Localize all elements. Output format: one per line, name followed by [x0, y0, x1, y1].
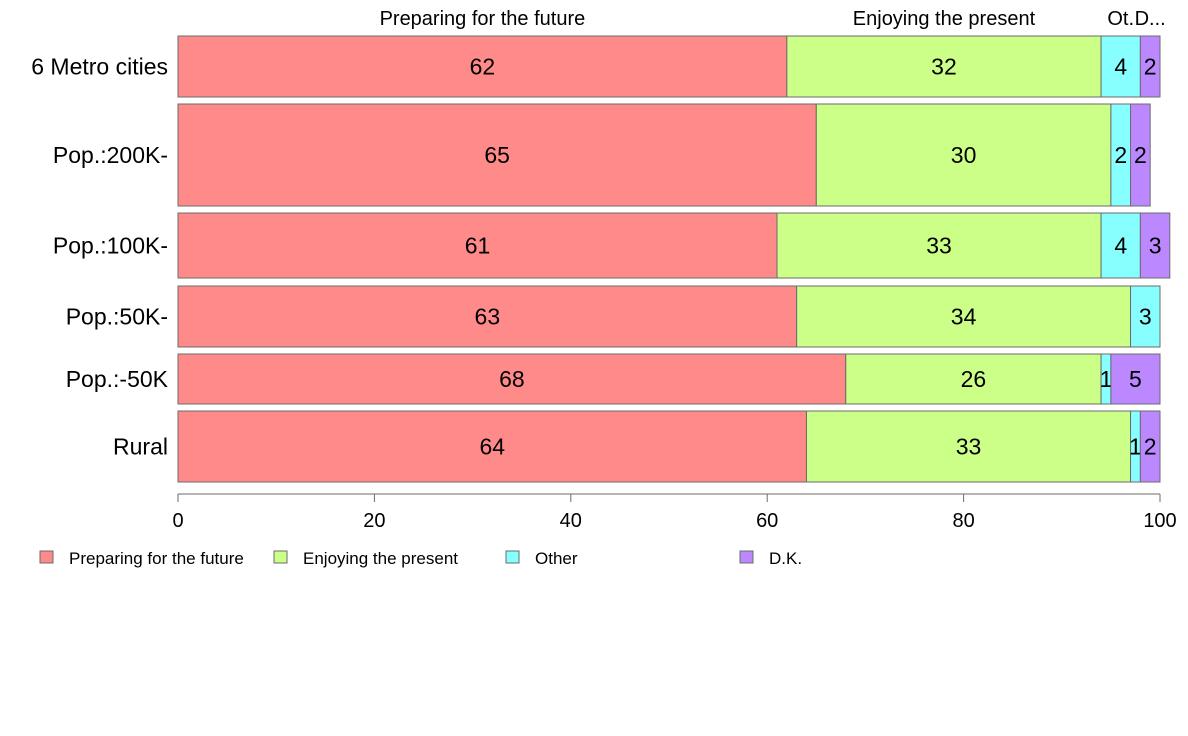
bar-segment [1100, 35, 1141, 98]
data-label: 32 [931, 54, 957, 80]
data-label: 26 [961, 366, 987, 392]
row-label: Pop.:200K- [53, 142, 168, 168]
bar-segment [776, 212, 1102, 279]
bar-segment [805, 410, 1132, 483]
bar-segment [1139, 212, 1171, 279]
bar-segment [796, 285, 1132, 348]
data-label: 2 [1134, 142, 1147, 168]
legend-label: D.K. [769, 549, 802, 568]
x-tick-label: 0 [172, 510, 183, 532]
data-label: 34 [951, 304, 977, 330]
x-tick-label: 60 [756, 510, 778, 532]
bar-segment [1139, 410, 1161, 483]
bar-segment [177, 285, 798, 348]
data-label: 2 [1144, 434, 1157, 460]
bar-segment [1139, 35, 1161, 98]
bars: 62 32 4 265 30 2 261 33 4 363 34 368 26 1 564 33 1 2 [177, 35, 1171, 483]
x-tick-label: 80 [952, 510, 974, 532]
bar-segment [177, 353, 847, 405]
data-label: 65 [484, 142, 510, 168]
row-label: Pop.:100K- [53, 233, 168, 259]
column-label: Enjoying the present [853, 8, 1036, 30]
bar-segment [177, 212, 778, 279]
data-label: 63 [475, 304, 501, 330]
data-label: 62 [470, 54, 496, 80]
bar-segment [1110, 353, 1161, 405]
data-label: 61 [465, 233, 491, 259]
bar-segment [1130, 285, 1161, 348]
legend-label: Enjoying the present [303, 549, 458, 568]
data-label: 2 [1144, 54, 1157, 80]
bar-segment [815, 103, 1112, 207]
bar-segment [177, 35, 788, 98]
x-tick-label: 20 [363, 510, 385, 532]
column-label: Preparing for the future [380, 8, 586, 30]
data-label: 3 [1149, 233, 1162, 259]
column-labels: Preparing for the future Enjoying the pre… [380, 8, 1166, 30]
bar-segment [1130, 103, 1151, 207]
column-label: Ot. [1107, 8, 1134, 30]
row-label: Pop.:-50K [66, 366, 169, 392]
x-tick-label: 40 [560, 510, 582, 532]
legend-swatch [505, 550, 520, 564]
data-label: 1 [1100, 366, 1113, 392]
data-label: 3 [1139, 304, 1152, 330]
legend: Preparing for the future Enjoying the pre… [39, 549, 802, 568]
bar-segment [177, 410, 807, 483]
bar-segment [1100, 212, 1141, 279]
legend-label: Other [535, 549, 578, 568]
bar-segment [177, 103, 817, 207]
x-axis: 0 20 40 60 80 100 [172, 493, 1177, 532]
x-tick-label: 100 [1143, 510, 1176, 532]
data-label: 4 [1114, 233, 1127, 259]
legend-label: Preparing for the future [69, 549, 244, 568]
legend-swatch [739, 550, 754, 564]
row-labels: 6 Metro cities Pop.:200K- Pop.:100K- Pop.:5… [31, 54, 168, 460]
data-label: 30 [951, 142, 977, 168]
row-label: 6 Metro cities [31, 54, 168, 80]
data-label: 68 [499, 366, 525, 392]
bar-segment [845, 353, 1102, 405]
data-label: 33 [956, 434, 982, 460]
legend-swatch [273, 550, 288, 564]
column-label: D... [1135, 8, 1166, 30]
data-label: 1 [1129, 434, 1142, 460]
bar-segment [786, 35, 1102, 98]
legend-swatch [39, 550, 54, 564]
data-label: 64 [479, 434, 505, 460]
data-label: 2 [1114, 142, 1127, 168]
data-label: 33 [926, 233, 952, 259]
row-label: Rural [113, 434, 168, 460]
data-label: 5 [1129, 366, 1142, 392]
row-label: Pop.:50K- [66, 304, 168, 330]
data-label: 4 [1114, 54, 1127, 80]
